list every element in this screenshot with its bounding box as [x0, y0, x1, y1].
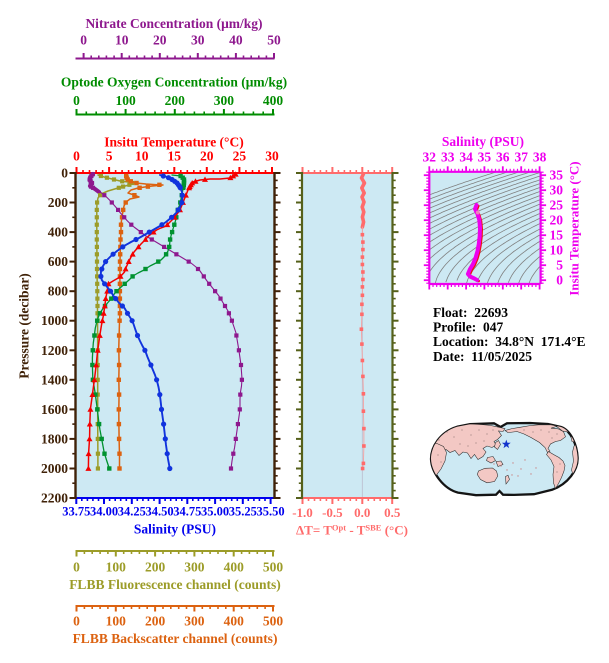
svg-text:100: 100 — [106, 560, 127, 575]
svg-text:40: 40 — [229, 33, 243, 48]
svg-text:5: 5 — [556, 258, 563, 273]
svg-text:25: 25 — [233, 149, 247, 164]
svg-text:35.50: 35.50 — [257, 505, 285, 519]
svg-text:Insitu Temperature (°C): Insitu Temperature (°C) — [104, 135, 243, 150]
svg-text:400: 400 — [48, 225, 69, 240]
svg-text:FLBB Backscatter channel (coun: FLBB Backscatter channel (counts) — [73, 631, 278, 646]
svg-text:15: 15 — [550, 228, 564, 243]
svg-text:20: 20 — [153, 33, 167, 48]
svg-text:Float: 22693: Float: 22693 — [433, 305, 508, 320]
svg-text:10: 10 — [135, 149, 149, 164]
svg-text:34: 34 — [459, 150, 473, 165]
svg-text:0: 0 — [73, 93, 80, 108]
svg-text:800: 800 — [48, 284, 69, 299]
svg-text:200: 200 — [165, 93, 186, 108]
svg-text:100: 100 — [106, 614, 127, 629]
svg-text:50: 50 — [267, 33, 281, 48]
svg-text:Insitu Temperature (°C): Insitu Temperature (°C) — [567, 161, 582, 295]
svg-text:600: 600 — [48, 254, 69, 269]
svg-text:300: 300 — [184, 614, 205, 629]
svg-text:200: 200 — [48, 195, 69, 210]
svg-text:5: 5 — [106, 149, 113, 164]
svg-text:34.00: 34.00 — [90, 505, 118, 519]
svg-text:100: 100 — [115, 93, 136, 108]
svg-text:33.75: 33.75 — [62, 505, 90, 519]
svg-text:38: 38 — [533, 150, 547, 165]
svg-text:36: 36 — [496, 150, 510, 165]
svg-text:15: 15 — [168, 149, 182, 164]
svg-text:Date: 11/05/2025: Date: 11/05/2025 — [433, 349, 532, 364]
svg-text:32: 32 — [423, 150, 437, 165]
svg-text:FLBB Fluorescence channel (cou: FLBB Fluorescence channel (counts) — [69, 577, 281, 592]
svg-text:1800: 1800 — [41, 431, 68, 446]
svg-text:20: 20 — [200, 149, 214, 164]
svg-text:30: 30 — [265, 149, 279, 164]
svg-text:Salinity (PSU): Salinity (PSU) — [134, 522, 216, 537]
svg-text:-0.5: -0.5 — [322, 505, 343, 520]
svg-text:2000: 2000 — [41, 461, 68, 476]
svg-text:30: 30 — [550, 183, 564, 198]
svg-text:0.0: 0.0 — [354, 505, 370, 520]
svg-text:Location: 34.8°N 171.4°E: Location: 34.8°N 171.4°E — [433, 334, 586, 349]
svg-text:0: 0 — [80, 33, 87, 48]
svg-text:1600: 1600 — [41, 402, 68, 417]
svg-text:Nitrate Concentration (μm/kg): Nitrate Concentration (μm/kg) — [85, 16, 262, 31]
svg-text:34.75: 34.75 — [173, 505, 201, 519]
svg-text:35: 35 — [550, 168, 564, 183]
svg-text:300: 300 — [214, 93, 235, 108]
svg-text:10: 10 — [550, 243, 564, 258]
svg-text:Profile: 047: Profile: 047 — [433, 320, 503, 335]
svg-text:33: 33 — [441, 150, 455, 165]
svg-text:30: 30 — [191, 33, 205, 48]
svg-text:500: 500 — [263, 560, 284, 575]
svg-text:37: 37 — [514, 150, 528, 165]
svg-text:1400: 1400 — [41, 372, 68, 387]
svg-text:200: 200 — [145, 614, 166, 629]
svg-text:35.00: 35.00 — [201, 505, 229, 519]
svg-text:500: 500 — [263, 614, 284, 629]
svg-text:ΔT= TOpt - TSBE (°C): ΔT= TOpt - TSBE (°C) — [296, 523, 408, 538]
svg-text:0: 0 — [73, 614, 80, 629]
svg-text:35.25: 35.25 — [229, 505, 257, 519]
svg-text:20: 20 — [550, 213, 564, 228]
svg-text:0: 0 — [73, 560, 80, 575]
svg-text:0: 0 — [73, 149, 80, 164]
svg-text:400: 400 — [263, 93, 284, 108]
svg-text:35: 35 — [478, 150, 492, 165]
svg-text:300: 300 — [184, 560, 205, 575]
svg-text:Salinity (PSU): Salinity (PSU) — [442, 134, 524, 149]
svg-text:Pressure (decibar): Pressure (decibar) — [17, 273, 32, 379]
svg-text:0: 0 — [556, 273, 563, 288]
svg-text:1200: 1200 — [41, 343, 68, 358]
svg-text:0.5: 0.5 — [384, 505, 401, 520]
svg-text:Optode Oxygen Concentration (μ: Optode Oxygen Concentration (μm/kg) — [61, 75, 287, 90]
svg-text:200: 200 — [145, 560, 166, 575]
svg-text:34.25: 34.25 — [118, 505, 146, 519]
svg-text:25: 25 — [550, 198, 564, 213]
svg-text:34.50: 34.50 — [146, 505, 174, 519]
svg-text:1000: 1000 — [41, 313, 68, 328]
svg-text:400: 400 — [224, 614, 245, 629]
svg-text:-1.0: -1.0 — [292, 505, 313, 520]
svg-text:2200: 2200 — [41, 491, 68, 506]
svg-text:400: 400 — [224, 560, 245, 575]
svg-text:10: 10 — [115, 33, 129, 48]
svg-text:0: 0 — [61, 166, 68, 181]
